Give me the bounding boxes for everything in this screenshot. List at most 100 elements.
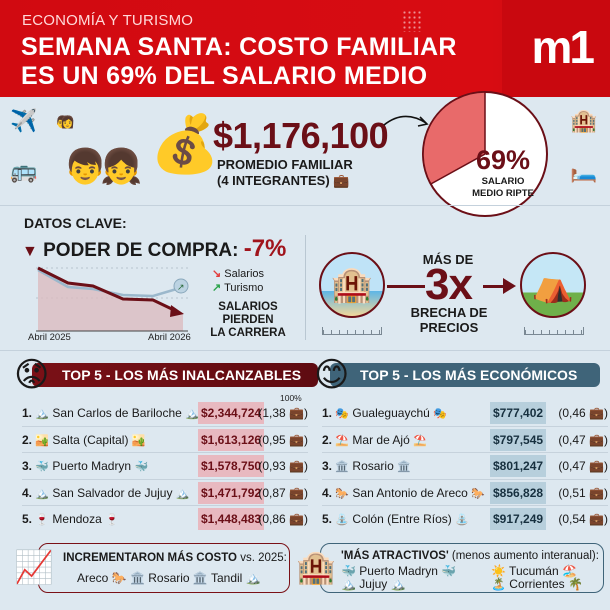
destination-name: Colón (Entre Ríos) [352,512,452,526]
rank: 5. [322,512,333,526]
header-banner: ECONOMÍA Y TURISMO SEMANA SANTA: COSTO F… [0,0,610,97]
caption-line-1: SALARIOS [218,301,278,313]
purchasing-power-value: -7% [243,235,287,262]
destination-name: Puerto Madryn [52,459,132,473]
salary-pie-chart [422,91,548,217]
curved-arrow-icon [383,115,429,127]
legend-turismo: Turismo [224,282,264,294]
list-item: 5. ⛲ Colón (Entre Ríos) ⛲ $917,249 (0,54… [322,506,608,533]
mas-de-label: MÁS DE [422,252,474,267]
rank: 1. [22,406,33,420]
rank: 1. [322,406,333,420]
top5-cheap-title: TOP 5 - LOS MÁS ECONÓMICOS [330,363,600,387]
salary-ratio: (0,47 💼) [558,432,608,447]
list-item: 2. ⛱️ Mar de Ajó ⛱️ $797,545 (0,47 💼) [322,427,608,453]
logo-box: m1 [502,0,610,97]
pie-percent: 69% [475,145,531,175]
chart-legend: ↘ Salarios ↗ Turismo [212,267,264,295]
hotel-circle-icon: 🏨 [319,252,385,318]
ruler-left [322,327,382,335]
rank: 5. [22,512,33,526]
bed-icon: 🛏️ [570,159,598,184]
x-axis-start: Abril 2025 [28,332,71,343]
increased-cost-box: INCREMENTARON MÁS COSTO vs. 2025: Areco … [38,543,290,593]
destination-name: Mar de Ajó [352,432,410,447]
horse-icon: 🐎 [335,487,350,500]
hotel-building-icon: 🏨 [296,548,336,586]
down-triangle-icon: ▼ [22,243,38,260]
m1-logo: m1 [531,21,596,73]
cheap-list: 1. 🎭 Gualeguaychú 🎭 $777,402 (0,46 💼) 2.… [322,400,608,533]
purchasing-power: ▼ PODER DE COMPRA: -7% [22,235,286,263]
destination-name: San Carlos de Bariloche [52,406,182,420]
price: $777,402 [490,402,547,424]
bus-icon: 🚌 [10,159,38,184]
family-average-label: PROMEDIO FAMILIAR (4 INTEGRANTES) 💼 [217,157,353,189]
airplane-icon: ✈️ [10,109,38,134]
amount-label-line-2: (4 INTEGRANTES) 💼 [217,173,350,188]
purchasing-power-line-chart: ↗ [36,266,189,332]
mountain-icon: 🏔️ [35,487,50,500]
salary-ratio: (0,46 💼) [558,406,608,420]
desert-icon: 🏜️ [35,434,50,447]
divider [0,350,610,351]
headline-line-2: ES UN 69% DEL SALARIO MEDIO [21,62,428,90]
price: $1,578,750 [198,455,265,477]
connector-line-left [387,285,425,288]
boy-icon: 👦 [64,147,106,187]
chart-caption: SALARIOS PIERDEN LA CARRERA [206,301,290,340]
whale-icon: 🐳 [134,461,149,473]
salary-ratio: (0,86 💼) [258,512,308,526]
destination-name: Salta (Capital) [52,432,129,447]
salary-ratio: (0,47 💼) [558,459,608,473]
increased-cost-title-light: vs. 2025: [237,552,287,564]
theater-masks-icon: 🎭 [335,408,350,420]
smiling-face-icon: 😊 [314,355,350,395]
list-item: 2. 🏜️ Salta (Capital) 🏜️ $1,613,126 (0,9… [22,427,308,453]
most-attractive-title-bold: 'MÁS ATRACTIVOS' [341,550,449,562]
arrow-right-icon [503,278,516,294]
most-attractive-title-light: (menos aumento interanual): [448,550,599,562]
salary-ratio: (0,54 💼) [558,512,608,526]
price: $2,344,724 [198,402,265,424]
family-average-amount: $1,176,100 [213,115,389,156]
fountain-icon: ⛲ [455,514,469,526]
family-icon: 👨👩 [55,109,75,136]
list-item: 4. 🏔️ San Salvador de Jujuy 🏔️ $1,471,79… [22,480,308,506]
salary-ratio: (0,87 💼) [258,485,308,500]
salary-ratio: (0,95 💼) [258,432,308,447]
headline-line-1: SEMANA SANTA: COSTO FAMILIAR [21,33,457,61]
top5-expensive-title: TOP 5 - LOS MÁS INALCANZABLES [32,363,318,387]
hero-section: ✈️ 🚌 🏨 🛏️ 👨👩 👦👧 💰 $1,176,100 PROMEDIO FA… [0,91,610,217]
calendar-trend-icon: 📈 [14,548,54,586]
destination-name: San Antonio de Areco [352,485,468,500]
pie-label-line-1: SALARIO [481,176,525,187]
price: $1,471,792 [198,481,265,504]
rank: 4. [22,485,33,500]
connector-line-right [483,285,505,288]
up-arrow-icon: ↗ [212,282,222,294]
destination-name: Rosario [352,459,394,473]
list-item: 3. 🐳 Puerto Madryn 🐳 $1,578,750 (0,93 💼) [22,453,308,480]
mountain-icon: 🏔️ [35,408,50,420]
destination-name: Gualeguaychú [352,406,430,420]
headline: SEMANA SANTA: COSTO FAMILIAR ES UN 69% D… [21,33,457,91]
classical-building-icon: 🏛️ [397,461,411,473]
caption-line-2: PIERDEN [222,314,274,326]
list-item: 1. 🎭 Gualeguaychú 🎭 $777,402 (0,46 💼) [322,400,608,427]
brecha-label-line-1: BRECHA DE [410,305,488,320]
price: $1,448,483 [198,508,265,530]
hotel-icon: 🏨 [570,109,598,134]
classical-building-icon: 🏛️ [335,461,350,473]
svg-text:↗: ↗ [177,283,185,293]
list-item: 1. 🏔️ San Carlos de Bariloche 🏔️ $2,344,… [22,400,308,427]
attractive-jujuy: 🏔️ Jujuy 🏔️ [341,577,406,591]
ruler-right [524,327,584,335]
legend-salarios: Salarios [224,268,265,280]
desert-icon: 🏜️ [131,434,146,447]
destination-name: Mendoza [52,512,102,526]
amount-label-line-1: PROMEDIO FAMILIAR [217,157,353,172]
rank: 3. [322,459,333,473]
list-item: 5. 🍷 Mendoza 🍷 $1,448,483 (0,86 💼) [22,506,308,533]
fountain-icon: ⛲ [335,514,350,526]
